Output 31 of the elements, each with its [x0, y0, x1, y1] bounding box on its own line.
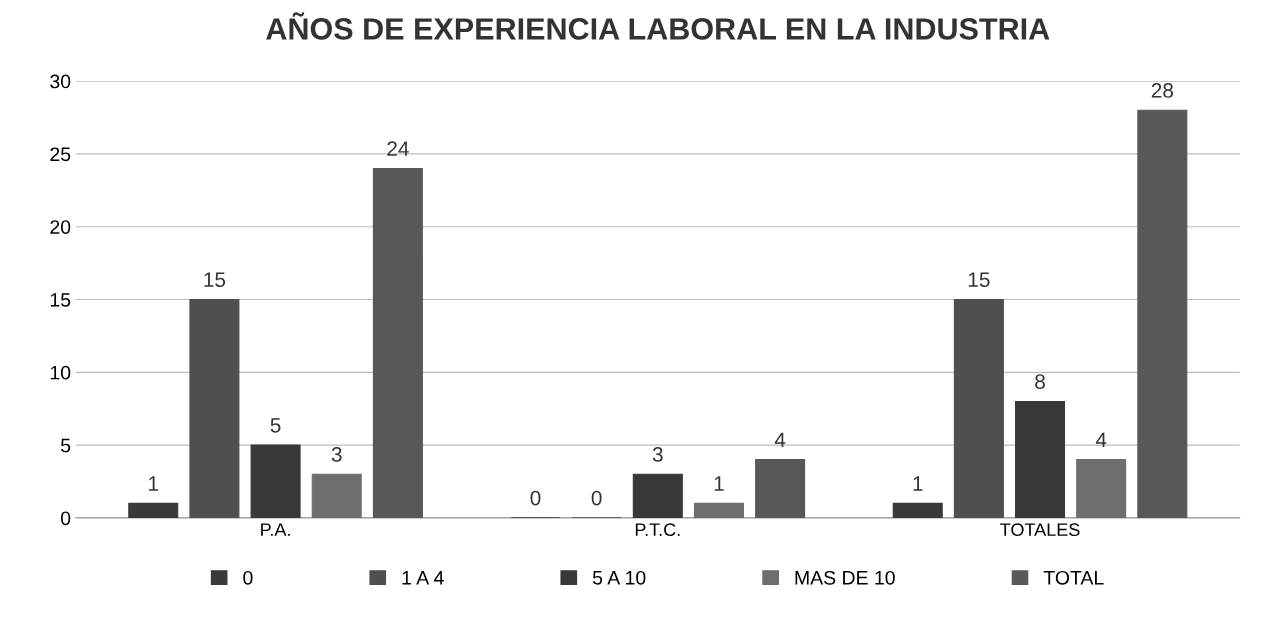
x-tick-label: P.T.C.	[635, 523, 680, 537]
y-tick-label: 10	[50, 365, 71, 380]
y-tick-label: 0	[60, 511, 71, 526]
legend-label: TOTAL	[1043, 570, 1104, 585]
data-label: 4	[774, 432, 786, 448]
legend-label: 5 A 10	[592, 570, 646, 585]
data-label: 15	[968, 272, 990, 288]
data-label: 4	[1095, 432, 1107, 448]
data-label: 5	[270, 418, 281, 433]
legend-label: 1 A 4	[402, 571, 444, 585]
data-label: 0	[591, 490, 602, 506]
data-label: 15	[204, 272, 226, 288]
data-label: 0	[530, 490, 541, 506]
legend-label: 0	[243, 570, 253, 585]
y-tick-label: 25	[50, 147, 71, 162]
data-label: 8	[1035, 374, 1045, 389]
data-label: 3	[331, 447, 342, 462]
chart-title: AÑOS DE EXPERIENCIA LABORAL EN LA INDUSTRIA	[266, 12, 1050, 40]
data-label: 28	[1151, 83, 1174, 98]
y-tick-label: 15	[50, 293, 71, 307]
legend-label: MAS DE 10	[795, 570, 895, 585]
x-tick-label: TOTALES	[1000, 523, 1080, 537]
data-label: 1	[149, 476, 159, 491]
y-tick-label: 30	[50, 74, 71, 89]
x-tick-label: P.A.	[261, 523, 290, 536]
y-tick-label: 20	[50, 220, 71, 234]
data-label: 1	[913, 476, 923, 491]
data-label: 3	[652, 447, 663, 462]
data-label: 1	[714, 476, 724, 491]
y-tick-label: 5	[61, 438, 71, 453]
data-label: 24	[387, 141, 409, 156]
